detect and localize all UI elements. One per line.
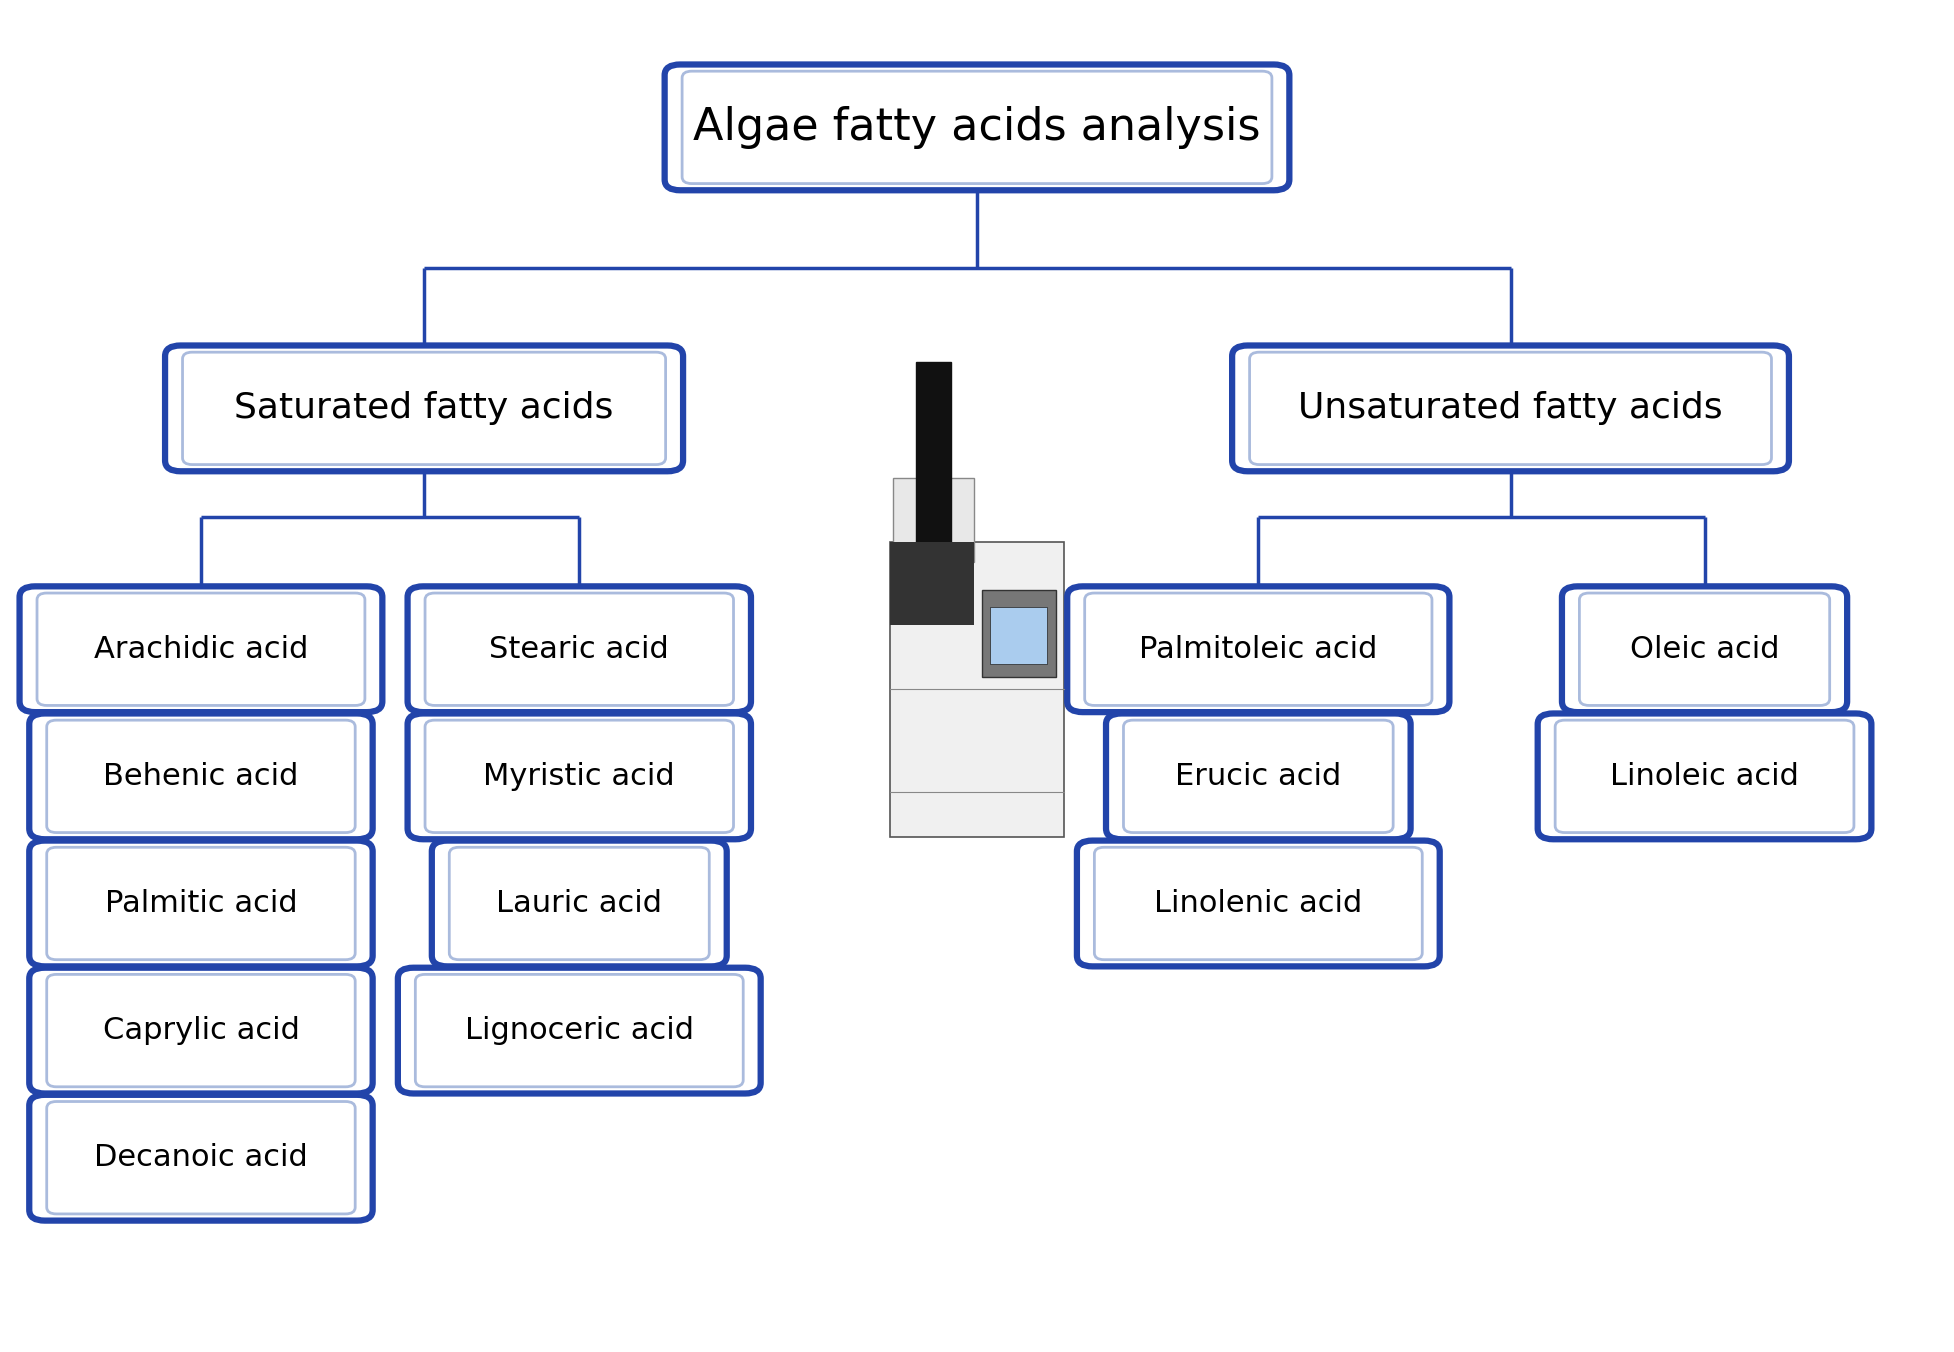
FancyBboxPatch shape — [29, 714, 373, 840]
FancyBboxPatch shape — [426, 721, 733, 833]
FancyBboxPatch shape — [416, 975, 743, 1087]
FancyBboxPatch shape — [981, 589, 1055, 677]
Text: Linoleic acid: Linoleic acid — [1610, 763, 1800, 791]
FancyBboxPatch shape — [29, 968, 373, 1094]
FancyBboxPatch shape — [893, 479, 975, 562]
Text: Decanoic acid: Decanoic acid — [94, 1144, 309, 1172]
FancyBboxPatch shape — [164, 346, 684, 472]
FancyBboxPatch shape — [1077, 841, 1440, 967]
FancyBboxPatch shape — [47, 848, 356, 960]
FancyBboxPatch shape — [1067, 587, 1450, 713]
Text: Palmitoleic acid: Palmitoleic acid — [1139, 634, 1378, 664]
FancyBboxPatch shape — [1084, 594, 1432, 706]
Bar — [916, 361, 952, 549]
FancyBboxPatch shape — [1233, 346, 1790, 472]
Text: Linolenic acid: Linolenic acid — [1155, 890, 1362, 918]
FancyBboxPatch shape — [1124, 721, 1393, 833]
FancyBboxPatch shape — [432, 841, 727, 967]
Text: Caprylic acid: Caprylic acid — [102, 1017, 299, 1045]
Text: Algae fatty acids analysis: Algae fatty acids analysis — [694, 105, 1260, 149]
FancyBboxPatch shape — [37, 594, 365, 706]
FancyBboxPatch shape — [182, 352, 666, 465]
Text: Erucic acid: Erucic acid — [1174, 763, 1342, 791]
FancyBboxPatch shape — [889, 542, 1065, 837]
FancyBboxPatch shape — [1538, 714, 1872, 840]
Text: Palmitic acid: Palmitic acid — [106, 890, 297, 918]
Text: Arachidic acid: Arachidic acid — [94, 634, 309, 664]
FancyBboxPatch shape — [1579, 594, 1829, 706]
FancyBboxPatch shape — [1251, 352, 1772, 465]
Text: Myristic acid: Myristic acid — [483, 763, 674, 791]
Text: Saturated fatty acids: Saturated fatty acids — [234, 391, 614, 426]
FancyBboxPatch shape — [29, 841, 373, 967]
FancyBboxPatch shape — [20, 587, 383, 713]
FancyBboxPatch shape — [1561, 587, 1847, 713]
FancyBboxPatch shape — [47, 1102, 356, 1214]
FancyBboxPatch shape — [682, 72, 1272, 184]
FancyBboxPatch shape — [47, 721, 356, 833]
FancyBboxPatch shape — [29, 1095, 373, 1221]
FancyBboxPatch shape — [1555, 721, 1854, 833]
FancyBboxPatch shape — [399, 968, 760, 1094]
Text: Oleic acid: Oleic acid — [1630, 634, 1780, 664]
Bar — [889, 542, 973, 625]
Text: Stearic acid: Stearic acid — [488, 634, 668, 664]
Text: Lauric acid: Lauric acid — [496, 890, 662, 918]
FancyBboxPatch shape — [449, 848, 709, 960]
FancyBboxPatch shape — [664, 65, 1290, 191]
Text: Behenic acid: Behenic acid — [104, 763, 299, 791]
FancyBboxPatch shape — [408, 714, 750, 840]
Text: Unsaturated fatty acids: Unsaturated fatty acids — [1297, 391, 1723, 426]
FancyBboxPatch shape — [47, 975, 356, 1087]
FancyBboxPatch shape — [1106, 714, 1411, 840]
Text: Lignoceric acid: Lignoceric acid — [465, 1017, 694, 1045]
FancyBboxPatch shape — [1094, 848, 1423, 960]
FancyBboxPatch shape — [991, 607, 1047, 664]
FancyBboxPatch shape — [426, 594, 733, 706]
FancyBboxPatch shape — [408, 587, 750, 713]
